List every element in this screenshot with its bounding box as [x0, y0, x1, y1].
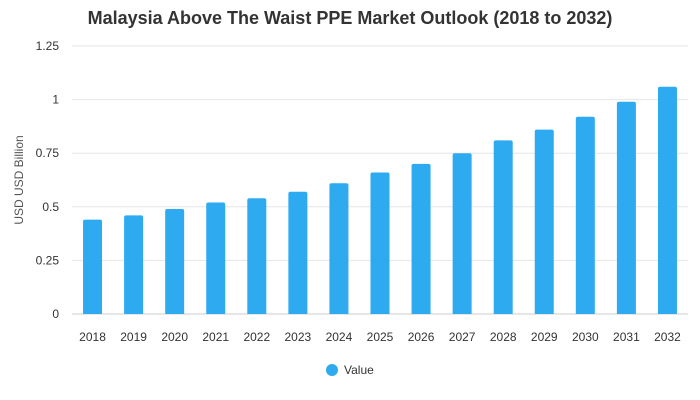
x-tick-label: 2026: [408, 330, 435, 344]
x-tick-label: 2029: [531, 330, 558, 344]
bars: [83, 86, 677, 315]
bar-2029[interactable]: [534, 129, 554, 314]
y-tick-label: 0.25: [36, 253, 60, 267]
x-tick-label: 2019: [120, 330, 147, 344]
x-tick-label: 2024: [326, 330, 353, 344]
x-axis-ticks: 2018 2019 2020 2021 2022 2023 2024 2025 2026 2027…: [79, 330, 681, 344]
legend-swatch-value: [326, 364, 338, 376]
y-axis-title: USD USD Billion: [12, 135, 26, 224]
x-tick-label: 2031: [613, 330, 640, 344]
chart-title: Malaysia Above The Waist PPE Market Outl…: [87, 8, 613, 28]
bar-2023[interactable]: [288, 191, 308, 314]
y-tick-label: 0.75: [36, 146, 60, 160]
x-tick-label: 2030: [572, 330, 599, 344]
bar-2031[interactable]: [616, 101, 636, 314]
bar-2020[interactable]: [165, 208, 185, 314]
bar-2028[interactable]: [493, 140, 513, 314]
bar-2032[interactable]: [657, 86, 677, 315]
y-tick-label: 1.25: [36, 39, 60, 53]
x-tick-label: 2025: [367, 330, 394, 344]
bar-2030[interactable]: [575, 116, 595, 314]
legend[interactable]: Value: [326, 363, 374, 377]
legend-label-value: Value: [344, 363, 374, 377]
bar-2018[interactable]: [83, 219, 103, 314]
bar-2022[interactable]: [247, 198, 267, 314]
x-tick-label: 2020: [161, 330, 188, 344]
x-tick-label: 2027: [449, 330, 476, 344]
x-tick-label: 2032: [654, 330, 681, 344]
bar-2024[interactable]: [329, 183, 349, 314]
y-tick-label: 0: [52, 307, 59, 321]
bar-2025[interactable]: [370, 172, 390, 314]
y-tick-label: 1: [52, 93, 59, 107]
y-tick-label: 0.5: [42, 200, 59, 214]
x-tick-label: 2028: [490, 330, 517, 344]
x-tick-label: 2023: [285, 330, 312, 344]
x-tick-label: 2021: [202, 330, 229, 344]
bar-2021[interactable]: [206, 202, 226, 314]
bar-2027[interactable]: [452, 153, 472, 314]
bar-2019[interactable]: [124, 215, 144, 314]
x-tick-label: 2022: [243, 330, 270, 344]
bar-2026[interactable]: [411, 163, 431, 314]
x-tick-label: 2018: [79, 330, 106, 344]
y-axis-ticks: 0 0.25 0.5 0.75 1 1.25: [36, 39, 60, 321]
